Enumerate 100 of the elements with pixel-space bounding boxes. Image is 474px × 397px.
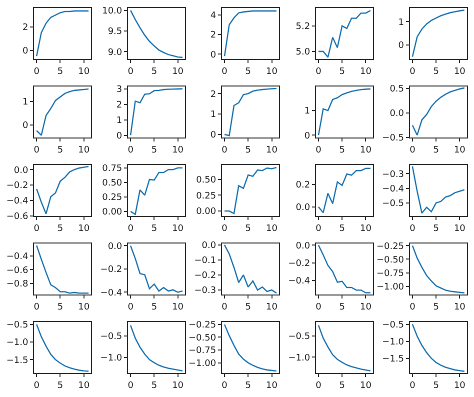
y-tick-label: 1 (116, 116, 122, 126)
y-tick-label: 0 (304, 131, 310, 142)
line-series (224, 88, 278, 136)
x-tick-label: 0 (222, 66, 228, 77)
y-tick-label: −1.0 (6, 338, 28, 348)
line-series (224, 324, 278, 372)
x-tick-label: 0 (316, 66, 322, 77)
y-tick-label: 0.00 (102, 208, 122, 218)
y-tick-label: 0 (210, 50, 216, 60)
x-tick-label: 0 (410, 380, 416, 391)
y-tick-label: 1 (210, 110, 216, 120)
x-tick-label: 10 (266, 302, 278, 312)
y-tick-label: −1.5 (382, 354, 404, 364)
x-tick-label: 0 (410, 145, 416, 156)
x-tick-label: 10 (360, 380, 372, 391)
y-tick-label: 2 (210, 30, 216, 41)
line-series (318, 324, 372, 372)
x-tick-label: 5 (339, 145, 345, 156)
y-tick-label: 0.5 (390, 84, 404, 95)
y-tick-label: −0.5 (288, 332, 310, 342)
y-tick-label: −0.2 (194, 271, 216, 282)
y-tick-label: 4 (210, 11, 216, 22)
line-series (224, 244, 278, 294)
x-tick-label: 10 (266, 66, 278, 77)
y-tick-label: 2 (116, 100, 122, 110)
x-tick-label: 0 (316, 224, 322, 234)
x-tick-label: 0 (316, 145, 322, 156)
x-tick-label: 5 (245, 380, 252, 391)
x-tick-label: 5 (57, 380, 64, 391)
y-tick-label: −0.5 (382, 199, 404, 210)
y-tick-label: 0.25 (102, 193, 122, 204)
y-tick-label: −0.50 (376, 255, 404, 266)
line-series (412, 166, 466, 214)
x-tick-label: 10 (266, 380, 278, 391)
y-tick-label: 0 (22, 120, 28, 131)
x-tick-label: 5 (151, 302, 158, 312)
x-tick-label: 5 (57, 145, 64, 156)
x-tick-label: 10 (360, 145, 372, 156)
line-series (318, 10, 372, 58)
x-tick-label: 0 (410, 224, 416, 234)
y-tick-label: −0.25 (188, 320, 216, 331)
y-tick-label: 0.0 (296, 203, 310, 214)
x-tick-label: 5 (433, 380, 439, 391)
y-tick-label: −1.00 (376, 282, 404, 293)
y-tick-label: −0.75 (188, 346, 216, 356)
y-tick-label: 9.5 (108, 27, 122, 38)
x-tick-label: 10 (360, 302, 372, 312)
y-tick-label: 0.0 (296, 241, 310, 252)
line-series (130, 10, 184, 58)
x-tick-label: 5 (151, 66, 158, 77)
x-tick-label: 10 (172, 145, 184, 156)
x-tick-label: 10 (78, 224, 90, 234)
y-tick-label: 0.0 (108, 242, 122, 252)
x-tick-label: 0 (128, 66, 134, 77)
x-tick-label: 0 (222, 380, 228, 391)
line-series (130, 88, 184, 136)
y-tick-label: −0.3 (194, 286, 216, 296)
y-tick-label: 0 (116, 131, 122, 142)
x-tick-label: 5 (339, 224, 345, 234)
line-series (36, 10, 90, 57)
x-tick-label: 5 (151, 380, 158, 391)
x-tick-label: 10 (172, 224, 184, 234)
line-series (412, 87, 466, 136)
line-series (130, 245, 184, 293)
y-tick-label: 3 (116, 84, 122, 95)
y-tick-label: −0.5 (6, 320, 28, 331)
line-series (130, 324, 184, 372)
line-series (224, 10, 278, 57)
x-tick-label: 0 (222, 145, 228, 156)
x-tick-label: 10 (78, 302, 90, 312)
line-series (412, 9, 466, 58)
x-tick-label: 10 (454, 302, 466, 312)
y-tick-label: 2 (22, 22, 28, 33)
x-tick-label: 0 (128, 302, 134, 312)
y-tick-label: −0.1 (194, 256, 216, 266)
x-tick-label: 10 (266, 224, 278, 234)
y-tick-label: 0.0 (390, 109, 404, 120)
y-tick-label: −0.50 (188, 333, 216, 344)
y-tick-label: −0.4 (6, 196, 28, 207)
x-tick-label: 0 (34, 302, 40, 312)
x-tick-label: 5 (433, 224, 439, 234)
x-tick-label: 0 (128, 380, 134, 391)
x-tick-label: 5 (245, 66, 252, 77)
x-tick-label: 5 (245, 224, 252, 234)
x-tick-label: 5 (151, 145, 158, 156)
line-series (318, 168, 372, 214)
y-tick-label: 9.0 (108, 48, 122, 58)
line-series (318, 244, 372, 294)
x-tick-label: 5 (57, 66, 64, 77)
y-tick-label: 1 (398, 18, 404, 28)
line-series (224, 166, 278, 214)
y-tick-label: 0.2 (296, 180, 310, 190)
y-tick-label: −0.4 (288, 276, 310, 287)
y-tick-label: −0.5 (382, 134, 404, 144)
x-tick-label: 5 (245, 145, 252, 156)
y-tick-label: −0.5 (100, 332, 122, 342)
x-tick-label: 10 (454, 145, 466, 156)
x-tick-label: 0 (316, 380, 322, 391)
x-tick-label: 5 (433, 302, 439, 312)
x-tick-label: 0 (34, 224, 40, 234)
